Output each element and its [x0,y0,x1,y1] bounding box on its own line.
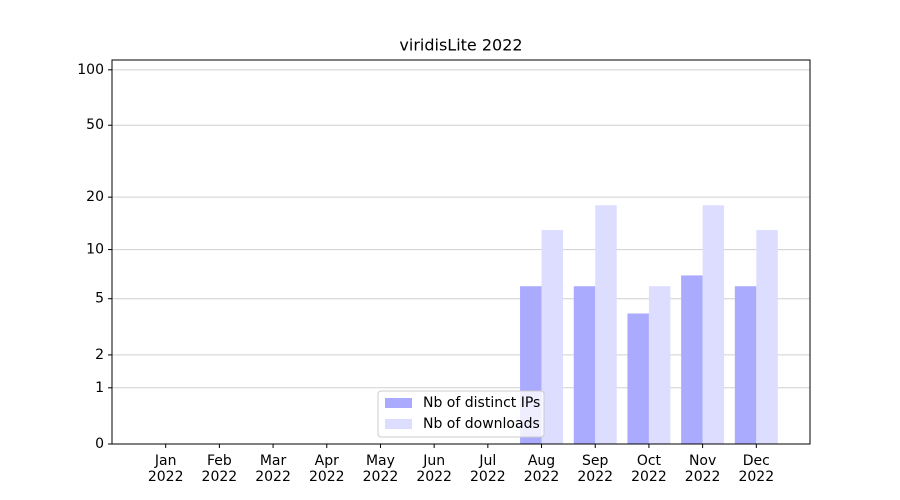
legend-swatch [385,398,412,408]
legend-label: Nb of downloads [423,416,540,432]
y-tick-label: 5 [95,291,104,307]
bar [756,230,778,444]
x-tick-label: Dec 2022 [738,453,775,485]
bar [734,286,757,444]
y-tick-label: 100 [77,62,104,78]
x-tick-label: Mar 2022 [255,453,291,485]
legend-label: Nb of distinct IPs [423,395,540,411]
bar [573,286,596,444]
bar [541,230,564,444]
legend-swatch [385,419,412,429]
legend-box [377,390,545,438]
x-tick-label: Jun 2022 [416,453,452,485]
plot-frame [111,59,811,445]
bar [702,205,725,444]
bar [627,313,649,444]
x-tick-label: Oct 2022 [631,453,667,485]
bar [648,286,671,444]
x-tick-label: Apr 2022 [308,453,345,485]
x-tick-label: Aug 2022 [523,453,560,485]
x-tick-label: Feb 2022 [201,453,238,485]
x-tick-label: Sep 2022 [577,453,614,485]
x-tick-label: Nov 2022 [684,453,721,485]
y-tick-label: 0 [95,436,104,452]
chart-title: viridisLite 2022 [399,36,522,55]
x-tick-label: Jan 2022 [147,453,184,485]
x-tick-label: May 2022 [362,453,399,485]
y-tick-label: 10 [86,242,104,258]
bar [681,275,703,444]
y-tick-label: 1 [95,380,104,396]
y-tick-label: 20 [86,189,104,205]
bar [595,205,617,444]
y-tick-label: 50 [86,117,104,133]
y-tick-label: 2 [95,347,104,363]
x-tick-label: Jul 2022 [470,453,506,485]
